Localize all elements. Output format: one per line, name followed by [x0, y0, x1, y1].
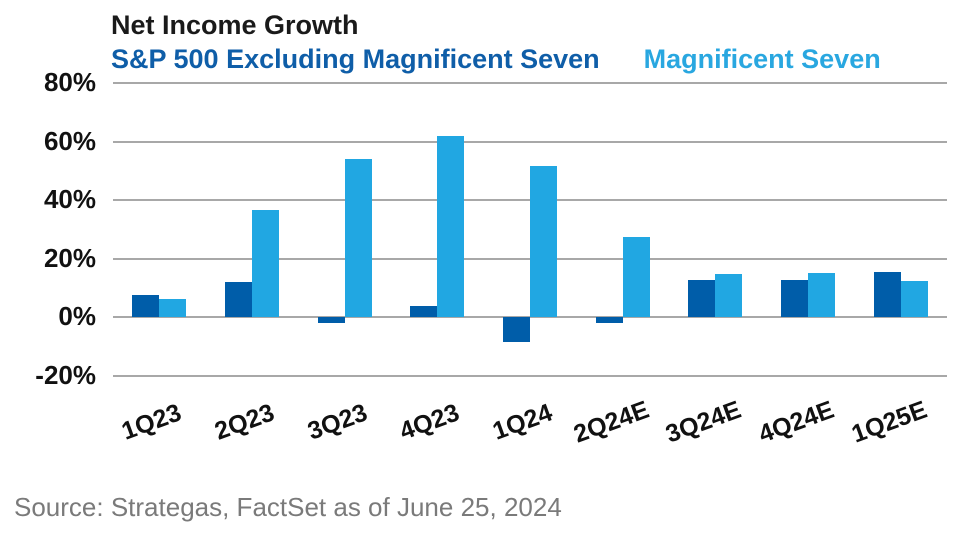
bar-mag7-3Q23 — [344, 159, 372, 318]
x-axis-label-3Q24E: 3Q24E — [662, 395, 746, 449]
y-tick-label-0: 0% — [58, 301, 96, 332]
bar-ex-mag7-1Q25E — [873, 272, 901, 318]
bar-ex-mag7-3Q23 — [317, 317, 345, 324]
y-tick-label-80: 80% — [43, 67, 96, 97]
x-axis-label-2Q23: 2Q23 — [211, 398, 279, 446]
gridline-80 — [113, 82, 947, 84]
bar-mag7-1Q24 — [530, 165, 557, 318]
bar-ex-mag7-4Q24E — [781, 279, 808, 318]
bar-mag7-2Q23 — [252, 209, 279, 318]
chart-legend: S&P 500 Excluding Magnificent Seven Magni… — [111, 44, 881, 75]
legend-label-sp500-ex-mag7: S&P 500 Excluding Magnificent Seven — [111, 44, 600, 74]
y-tick-label--20: -20% — [35, 360, 96, 390]
bar-mag7-2Q24E — [622, 237, 650, 318]
bar-ex-mag7-2Q23 — [225, 281, 252, 318]
y-tick-label-40: 40% — [43, 184, 96, 215]
bar-mag7-4Q24E — [808, 272, 835, 318]
source-note: Source: Strategas, FactSet as of June 25… — [14, 492, 562, 522]
bar-mag7-3Q24E — [715, 274, 743, 318]
bar-ex-mag7-3Q24E — [688, 279, 716, 318]
gridline-60 — [113, 140, 947, 143]
chart-title: Net Income Growth — [111, 10, 359, 40]
x-axis-label-1Q23: 1Q23 — [118, 398, 186, 446]
bar-mag7-1Q25E — [900, 281, 928, 318]
bar-mag7-4Q23 — [437, 135, 465, 318]
x-axis-label-3Q23: 3Q23 — [303, 398, 371, 446]
bar-mag7-1Q23 — [159, 299, 187, 318]
x-axis-label-2Q24E: 2Q24E — [569, 395, 653, 449]
x-axis-label-1Q24: 1Q24 — [489, 398, 557, 446]
gridline-0 — [113, 316, 947, 319]
bar-ex-mag7-2Q24E — [595, 317, 623, 324]
bar-ex-mag7-1Q24 — [503, 317, 530, 343]
bar-ex-mag7-4Q23 — [410, 305, 438, 318]
x-axis-label-4Q23: 4Q23 — [396, 398, 464, 446]
y-tick-label-20: 20% — [43, 242, 96, 273]
y-tick-label-60: 60% — [43, 125, 96, 156]
gridline--20 — [113, 375, 947, 377]
plot-area — [113, 82, 947, 377]
x-axis-label-1Q25E: 1Q25E — [847, 395, 931, 449]
bar-ex-mag7-1Q23 — [132, 295, 160, 318]
legend-label-mag7: Magnificent Seven — [643, 44, 881, 74]
x-axis-label-4Q24E: 4Q24E — [755, 395, 838, 449]
